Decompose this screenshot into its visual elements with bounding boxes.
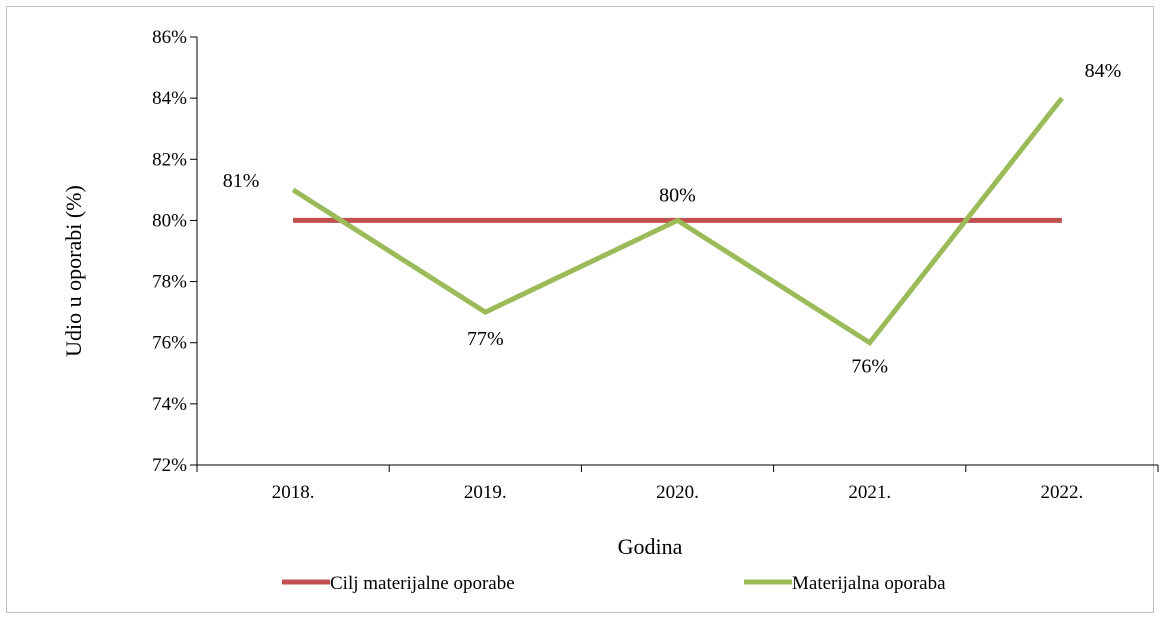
legend: Cilj materijalne oporabe Materijalna opor…: [282, 573, 946, 594]
y-tick-label: 74%: [152, 394, 187, 415]
data-label: 76%: [851, 356, 888, 378]
y-tick-label: 82%: [152, 149, 187, 170]
y-tick-label: 72%: [152, 455, 187, 476]
x-axis-title: Godina: [618, 534, 683, 559]
legend-label-1: Cilj materijalne oporabe: [330, 573, 515, 594]
data-label: 84%: [1085, 60, 1122, 82]
y-axis-title: Udio u oporabi (%): [61, 185, 86, 357]
y-tick-label: 86%: [152, 27, 187, 48]
x-tick-label: 2021.: [848, 482, 891, 503]
data-label: 77%: [467, 328, 504, 350]
legend-label-2: Materijalna oporaba: [792, 573, 946, 594]
x-tick-label: 2020.: [656, 482, 699, 503]
x-tick-label: 2022.: [1041, 482, 1084, 503]
y-tick-label: 78%: [152, 272, 187, 293]
y-tick-label: 80%: [152, 210, 187, 231]
data-labels: 81% 77% 80% 76% 84%: [223, 60, 1121, 378]
data-label: 81%: [223, 170, 260, 192]
y-tick-label: 76%: [152, 333, 187, 354]
x-tick-label: 2019.: [464, 482, 507, 503]
data-label: 80%: [659, 184, 696, 206]
axes: 72% 74% 76% 78% 80% 82% 84% 86% 2018. 2019. 2020. 2…: [61, 27, 1159, 559]
series-layer: [291, 96, 1064, 347]
x-tick-label: 2018.: [272, 482, 315, 503]
y-tick-label: 84%: [152, 88, 187, 109]
